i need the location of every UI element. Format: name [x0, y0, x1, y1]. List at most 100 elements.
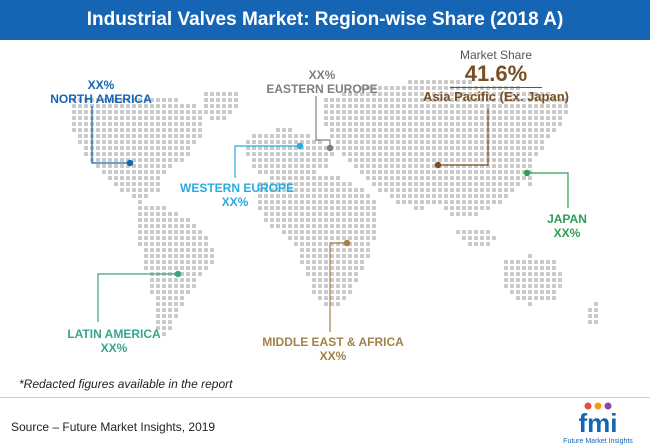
map-dot — [468, 194, 472, 198]
map-dot — [552, 104, 556, 108]
map-dot — [288, 206, 292, 210]
map-dot — [204, 92, 208, 96]
map-dot — [546, 278, 550, 282]
map-dot — [144, 164, 148, 168]
map-dot — [342, 248, 346, 252]
map-dot — [138, 158, 142, 162]
map-dot — [348, 284, 352, 288]
map-dot — [324, 212, 328, 216]
map-dot — [492, 92, 496, 96]
map-dot — [480, 170, 484, 174]
map-dot — [318, 260, 322, 264]
map-dot — [96, 146, 100, 150]
map-dot — [366, 164, 370, 168]
map-dot — [492, 158, 496, 162]
map-dot — [414, 194, 418, 198]
map-dot — [420, 164, 424, 168]
map-dot — [318, 218, 322, 222]
map-dot — [552, 284, 556, 288]
map-dot — [276, 152, 280, 156]
map-dot — [342, 218, 346, 222]
map-dot — [330, 266, 334, 270]
map-dot — [168, 314, 172, 318]
map-dot — [468, 80, 472, 84]
map-dot — [168, 278, 172, 282]
map-dot — [312, 266, 316, 270]
map-dot — [528, 122, 532, 126]
map-dot — [318, 290, 322, 294]
map-dot — [168, 110, 172, 114]
map-dot — [516, 152, 520, 156]
map-dot — [336, 284, 340, 288]
map-dot — [378, 176, 382, 180]
map-dot — [438, 158, 442, 162]
map-dot — [156, 170, 160, 174]
map-dot — [366, 104, 370, 108]
map-dot — [390, 134, 394, 138]
map-dot — [348, 260, 352, 264]
map-dot — [162, 116, 166, 120]
map-dot — [360, 134, 364, 138]
map-dot — [216, 104, 220, 108]
map-dot — [168, 98, 172, 102]
map-dot — [534, 110, 538, 114]
map-dot — [372, 92, 376, 96]
map-dot — [270, 182, 274, 186]
map-dot — [474, 242, 478, 246]
map-dot — [414, 164, 418, 168]
map-dot — [324, 218, 328, 222]
map-dot — [534, 98, 538, 102]
map-dot — [360, 206, 364, 210]
map-dot — [102, 128, 106, 132]
map-dot — [222, 110, 226, 114]
map-dot — [414, 92, 418, 96]
map-dot — [156, 326, 160, 330]
map-dot — [252, 158, 256, 162]
map-dot — [420, 134, 424, 138]
map-dot — [210, 92, 214, 96]
map-dot — [474, 140, 478, 144]
map-dot — [420, 86, 424, 90]
map-dot — [540, 272, 544, 276]
map-dot — [336, 272, 340, 276]
map-dot — [498, 188, 502, 192]
connector-western-europe — [234, 145, 300, 178]
map-dot — [390, 92, 394, 96]
map-dot — [180, 248, 184, 252]
map-dot — [264, 146, 268, 150]
map-dot — [456, 170, 460, 174]
map-dot — [132, 152, 136, 156]
map-dot — [126, 152, 130, 156]
map-dot — [102, 152, 106, 156]
map-dot — [594, 314, 598, 318]
map-dot — [384, 188, 388, 192]
map-dot — [438, 146, 442, 150]
map-dot — [264, 188, 268, 192]
map-dot — [102, 110, 106, 114]
map-dot — [414, 122, 418, 126]
map-dot — [396, 188, 400, 192]
map-dot — [144, 260, 148, 264]
map-dot — [258, 200, 262, 204]
map-dot — [498, 128, 502, 132]
map-dot — [342, 284, 346, 288]
map-dot — [474, 128, 478, 132]
map-dot — [390, 170, 394, 174]
map-dot — [270, 158, 274, 162]
map-dot — [492, 104, 496, 108]
map-dot — [402, 152, 406, 156]
map-dot — [504, 122, 508, 126]
map-dot — [420, 158, 424, 162]
map-dot — [360, 146, 364, 150]
map-dot — [294, 200, 298, 204]
map-dot — [330, 206, 334, 210]
map-dot — [162, 134, 166, 138]
map-dot — [198, 248, 202, 252]
map-dot — [72, 110, 76, 114]
map-dot — [306, 146, 310, 150]
map-dot — [162, 170, 166, 174]
map-dot — [450, 188, 454, 192]
map-dot — [96, 134, 100, 138]
map-dot — [348, 236, 352, 240]
map-dot — [162, 152, 166, 156]
